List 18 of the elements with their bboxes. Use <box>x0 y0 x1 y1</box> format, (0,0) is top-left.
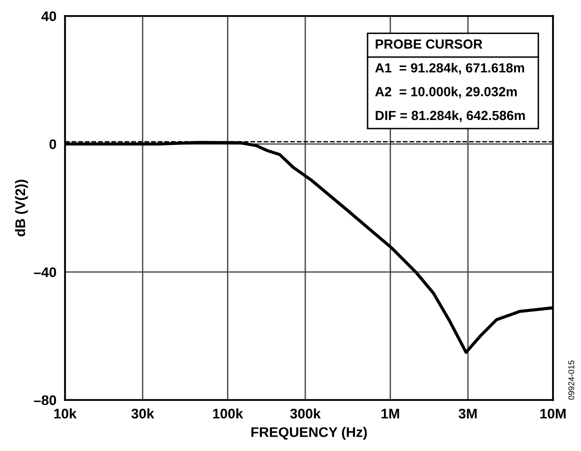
y-tick-label: 40 <box>41 11 56 22</box>
x-tick-label: 100k <box>213 408 244 419</box>
x-tick-label: 1M <box>382 408 400 418</box>
x-tick-label: 10M <box>540 408 566 419</box>
y-tick-label: –80 <box>34 395 56 406</box>
annotation: A2 = 10.000k, 29.032m <box>375 86 517 98</box>
x-axis-title: FREQUENCY (Hz) <box>251 426 367 440</box>
x-tick-label: 10k <box>54 408 77 419</box>
annotation: A1 = 91.284k, 671.618m <box>375 62 524 74</box>
y-tick-label: 0 <box>49 139 56 150</box>
y-axis-title: dB (V(2)) <box>14 180 28 236</box>
x-tick-label: 30k <box>131 408 154 419</box>
annotation: DIF = 81.284k, 642.586m <box>376 110 525 122</box>
y-tick-label: –40 <box>34 267 56 278</box>
x-tick-label: 300k <box>290 408 321 419</box>
text: 09924-015 <box>568 360 574 400</box>
annotation: PROBE CURSOR <box>376 39 482 49</box>
x-tick-label: 3M <box>458 408 477 419</box>
